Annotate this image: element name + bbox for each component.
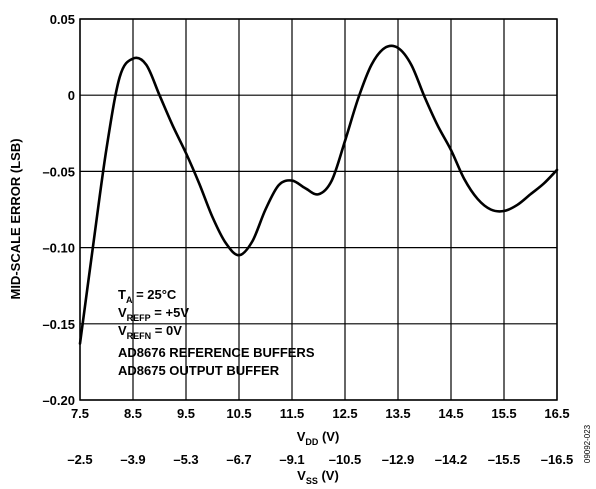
series-line bbox=[78, 44, 559, 345]
x-tick-label: 14.5 bbox=[438, 406, 463, 421]
x2-tick-label: –2.5 bbox=[67, 452, 92, 467]
annotation-vrefp: VREFP = +5V bbox=[118, 305, 189, 323]
annotation-output-buffer: AD8675 OUTPUT BUFFER bbox=[118, 363, 280, 378]
annotation-temperature: TA = 25°C bbox=[118, 287, 177, 305]
x2-tick-label: –12.9 bbox=[382, 452, 415, 467]
x-axis-label-vss: VSS (V) bbox=[297, 468, 339, 486]
x2-tick-label: –10.5 bbox=[329, 452, 362, 467]
annotation-reference-buffers: AD8676 REFERENCE BUFFERS bbox=[118, 345, 315, 360]
x2-tick-label: –15.5 bbox=[488, 452, 521, 467]
x2-tick-label: –5.3 bbox=[173, 452, 198, 467]
figure-id: 09092-023 bbox=[583, 424, 592, 463]
x2-tick-labels: –2.5 –3.9 –5.3 –6.7 –9.1 –10.5 –12.9 –14.2 –15.5… bbox=[67, 452, 573, 467]
y-tick-label: –0.10 bbox=[42, 241, 75, 256]
x-tick-labels: 7.5 8.5 9.5 10.5 11.5 12.5 13.5 14.5 15.5 16.5 bbox=[71, 406, 570, 421]
x2-tick-label: –14.2 bbox=[435, 452, 468, 467]
x-tick-label: 7.5 bbox=[71, 406, 89, 421]
x2-tick-label: –6.7 bbox=[226, 452, 251, 467]
plot-frame bbox=[79, 18, 558, 401]
x2-tick-label: –16.5 bbox=[541, 452, 574, 467]
x-tick-label: 8.5 bbox=[124, 406, 142, 421]
x-tick-label: 12.5 bbox=[332, 406, 357, 421]
annotation: TA = 25°C VREFP = +5V VREFN = 0V AD8676 … bbox=[118, 287, 315, 378]
x-tick-label: 13.5 bbox=[385, 406, 410, 421]
y-tick-label: –0.15 bbox=[42, 317, 75, 332]
y-axis-label: MID-SCALE ERROR (LSB) bbox=[8, 138, 23, 299]
x-tick-label: 15.5 bbox=[491, 406, 516, 421]
x-tick-label: 9.5 bbox=[177, 406, 195, 421]
x-axis-label-vdd: VDD (V) bbox=[297, 429, 340, 447]
y-tick-label: 0.05 bbox=[50, 12, 75, 27]
annotation-vrefn: VREFN = 0V bbox=[118, 323, 182, 341]
x-tick-label: 16.5 bbox=[544, 406, 569, 421]
x2-tick-label: –9.1 bbox=[279, 452, 304, 467]
x-tick-label: 10.5 bbox=[226, 406, 251, 421]
x-tick-label: 11.5 bbox=[280, 406, 305, 421]
y-tick-labels: 0.05 0 –0.05 –0.10 –0.15 –0.20 bbox=[42, 12, 75, 408]
x2-tick-label: –3.9 bbox=[120, 452, 145, 467]
y-tick-label: 0 bbox=[68, 88, 75, 103]
y-tick-label: –0.05 bbox=[42, 164, 75, 179]
y-tick-label: –0.20 bbox=[42, 393, 75, 408]
